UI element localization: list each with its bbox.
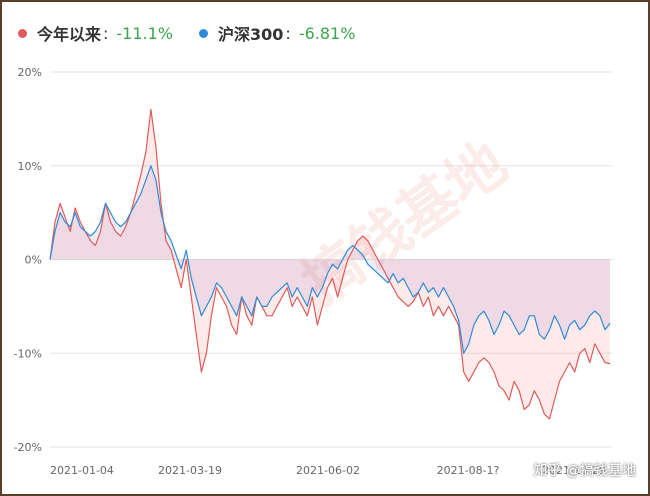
legend-name-ytd: 今年以来	[37, 25, 102, 44]
legend-value-ytd: -11.1%	[116, 23, 174, 43]
legend-dot-hs300	[199, 28, 209, 38]
x-tick-label: 2021-08-1?	[437, 464, 500, 477]
x-tick-label: 2021-06-02	[296, 464, 360, 477]
y-tick-label: -20%	[14, 441, 42, 454]
x-tick-label: 2021-03-19	[158, 464, 222, 477]
chart-legend: 今年以来 : -11.1% 沪深300 : -6.81%	[18, 20, 381, 46]
y-tick-label: 10%	[18, 160, 42, 173]
series-area-0	[50, 109, 610, 419]
credit-watermark: 知乎 @搞钱基地	[533, 463, 636, 479]
x-tick-label: 2021-10-29	[542, 464, 606, 477]
legend-value-hs300: -6.81%	[298, 23, 356, 43]
legend-item-hs300[interactable]: 沪深300 : -6.81%	[199, 21, 355, 45]
legend-colon: :	[285, 23, 291, 43]
y-tick-label: -10%	[14, 347, 42, 360]
y-tick-label: 20%	[18, 66, 42, 79]
legend-colon: :	[103, 23, 109, 43]
legend-item-ytd[interactable]: 今年以来 : -11.1%	[18, 21, 173, 45]
x-tick-label: 2021-01-04	[50, 464, 114, 477]
series-line-1	[49, 165, 611, 354]
legend-dot-ytd	[18, 28, 27, 38]
y-tick-label: 0%	[25, 254, 42, 267]
legend-name-hs300: 沪深300	[218, 25, 284, 44]
series-line-0	[49, 108, 611, 420]
